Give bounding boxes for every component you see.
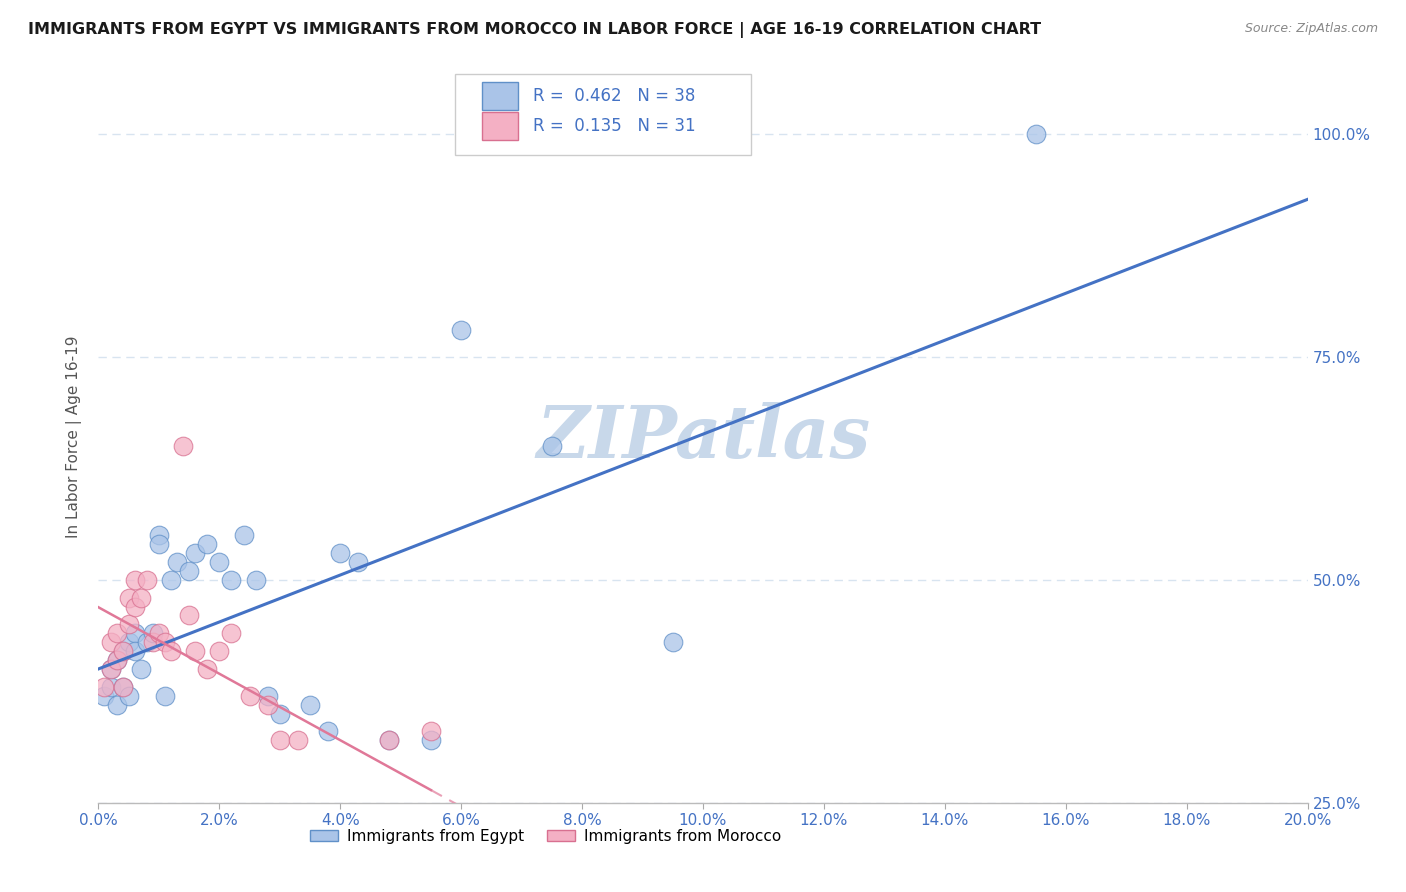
Point [100,680,122,694]
Point [316,724,339,739]
Point [160,573,183,587]
Point [195,537,218,551]
Point [239,689,262,703]
Legend: Immigrants from Egypt, Immigrants from Morocco: Immigrants from Egypt, Immigrants from M… [304,822,787,850]
Point [179,608,201,623]
Point [377,733,399,747]
Point [135,635,157,649]
Point [142,635,165,649]
Text: Source: ZipAtlas.com: Source: ZipAtlas.com [1244,22,1378,36]
Point [195,662,218,676]
Text: IMMIGRANTS FROM EGYPT VS IMMIGRANTS FROM MOROCCO IN LABOR FORCE | AGE 16-19 CORR: IMMIGRANTS FROM EGYPT VS IMMIGRANTS FROM… [28,22,1042,38]
Point [105,626,128,640]
Point [100,662,122,676]
Point [153,635,176,649]
Point [299,698,322,712]
Point [124,599,146,614]
Text: ZIPatlas: ZIPatlas [536,401,870,473]
Point [287,733,309,747]
Point [208,555,231,569]
Point [100,662,122,676]
Point [111,644,134,658]
Point [160,644,183,658]
Point [208,644,231,658]
FancyBboxPatch shape [482,112,517,140]
Point [245,573,267,587]
Point [148,626,170,640]
Point [118,591,141,605]
Text: R =  0.462   N = 38: R = 0.462 N = 38 [533,87,695,105]
Point [221,573,243,587]
Point [347,555,370,569]
Point [153,689,176,703]
Point [256,689,278,703]
Point [124,626,146,640]
Point [450,323,472,337]
Point [184,644,207,658]
Point [111,680,134,694]
Point [221,626,243,640]
Point [100,635,122,649]
Point [329,840,352,855]
Point [661,635,683,649]
Point [105,698,128,712]
Point [93,680,115,694]
Point [420,724,443,739]
Point [148,537,170,551]
Point [172,439,194,453]
Point [93,689,115,703]
Point [129,591,152,605]
Point [105,653,128,667]
Point [118,617,141,632]
Point [105,653,128,667]
Point [124,644,146,658]
Y-axis label: In Labor Force | Age 16-19: In Labor Force | Age 16-19 [66,335,83,539]
Point [135,573,157,587]
Point [305,822,328,837]
Point [377,733,399,747]
Point [184,546,207,560]
Point [142,626,165,640]
FancyBboxPatch shape [456,73,751,155]
Point [329,546,352,560]
Point [111,680,134,694]
Text: R =  0.135   N = 31: R = 0.135 N = 31 [533,117,695,136]
Point [232,528,254,542]
FancyBboxPatch shape [482,82,517,110]
Point [269,733,291,747]
Point [256,698,278,712]
Point [1024,127,1046,141]
Point [118,689,141,703]
Point [269,706,291,721]
Point [148,528,170,542]
Point [420,733,443,747]
Point [111,644,134,658]
Point [166,555,188,569]
Point [129,662,152,676]
Point [540,439,562,453]
Point [124,573,146,587]
Point [179,564,201,578]
Point [118,635,141,649]
